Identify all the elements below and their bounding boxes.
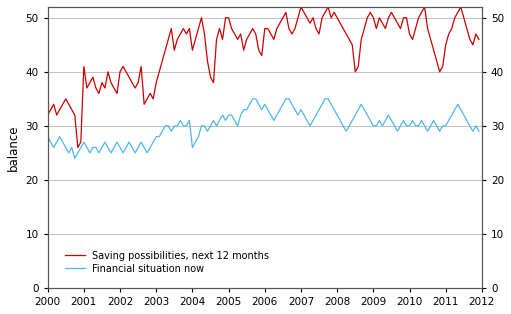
Saving possibilities, next 12 months [78,140,84,144]
Saving possibilities, next 12 months [75,146,81,149]
Financial situation now [404,124,410,128]
Financial situation now [72,156,78,160]
Financial situation now [250,97,256,101]
Saving possibilities, next 12 months [44,113,51,117]
Financial situation now [111,146,117,149]
Financial situation now [398,124,404,128]
Financial situation now [44,135,51,138]
Saving possibilities, next 12 months [111,86,117,90]
Saving possibilities, next 12 months [358,37,364,41]
Saving possibilities, next 12 months [404,16,410,20]
Line: Financial situation now: Financial situation now [48,99,479,158]
Financial situation now [78,146,84,149]
Saving possibilities, next 12 months [298,5,304,9]
Financial situation now [180,124,187,128]
Financial situation now [476,129,482,133]
Y-axis label: balance: balance [7,124,20,171]
Saving possibilities, next 12 months [180,27,187,30]
Saving possibilities, next 12 months [476,37,482,41]
Saving possibilities, next 12 months [398,27,404,30]
Legend: Saving possibilities, next 12 months, Financial situation now: Saving possibilities, next 12 months, Fi… [61,247,273,278]
Line: Saving possibilities, next 12 months: Saving possibilities, next 12 months [48,7,479,148]
Financial situation now [358,102,364,106]
